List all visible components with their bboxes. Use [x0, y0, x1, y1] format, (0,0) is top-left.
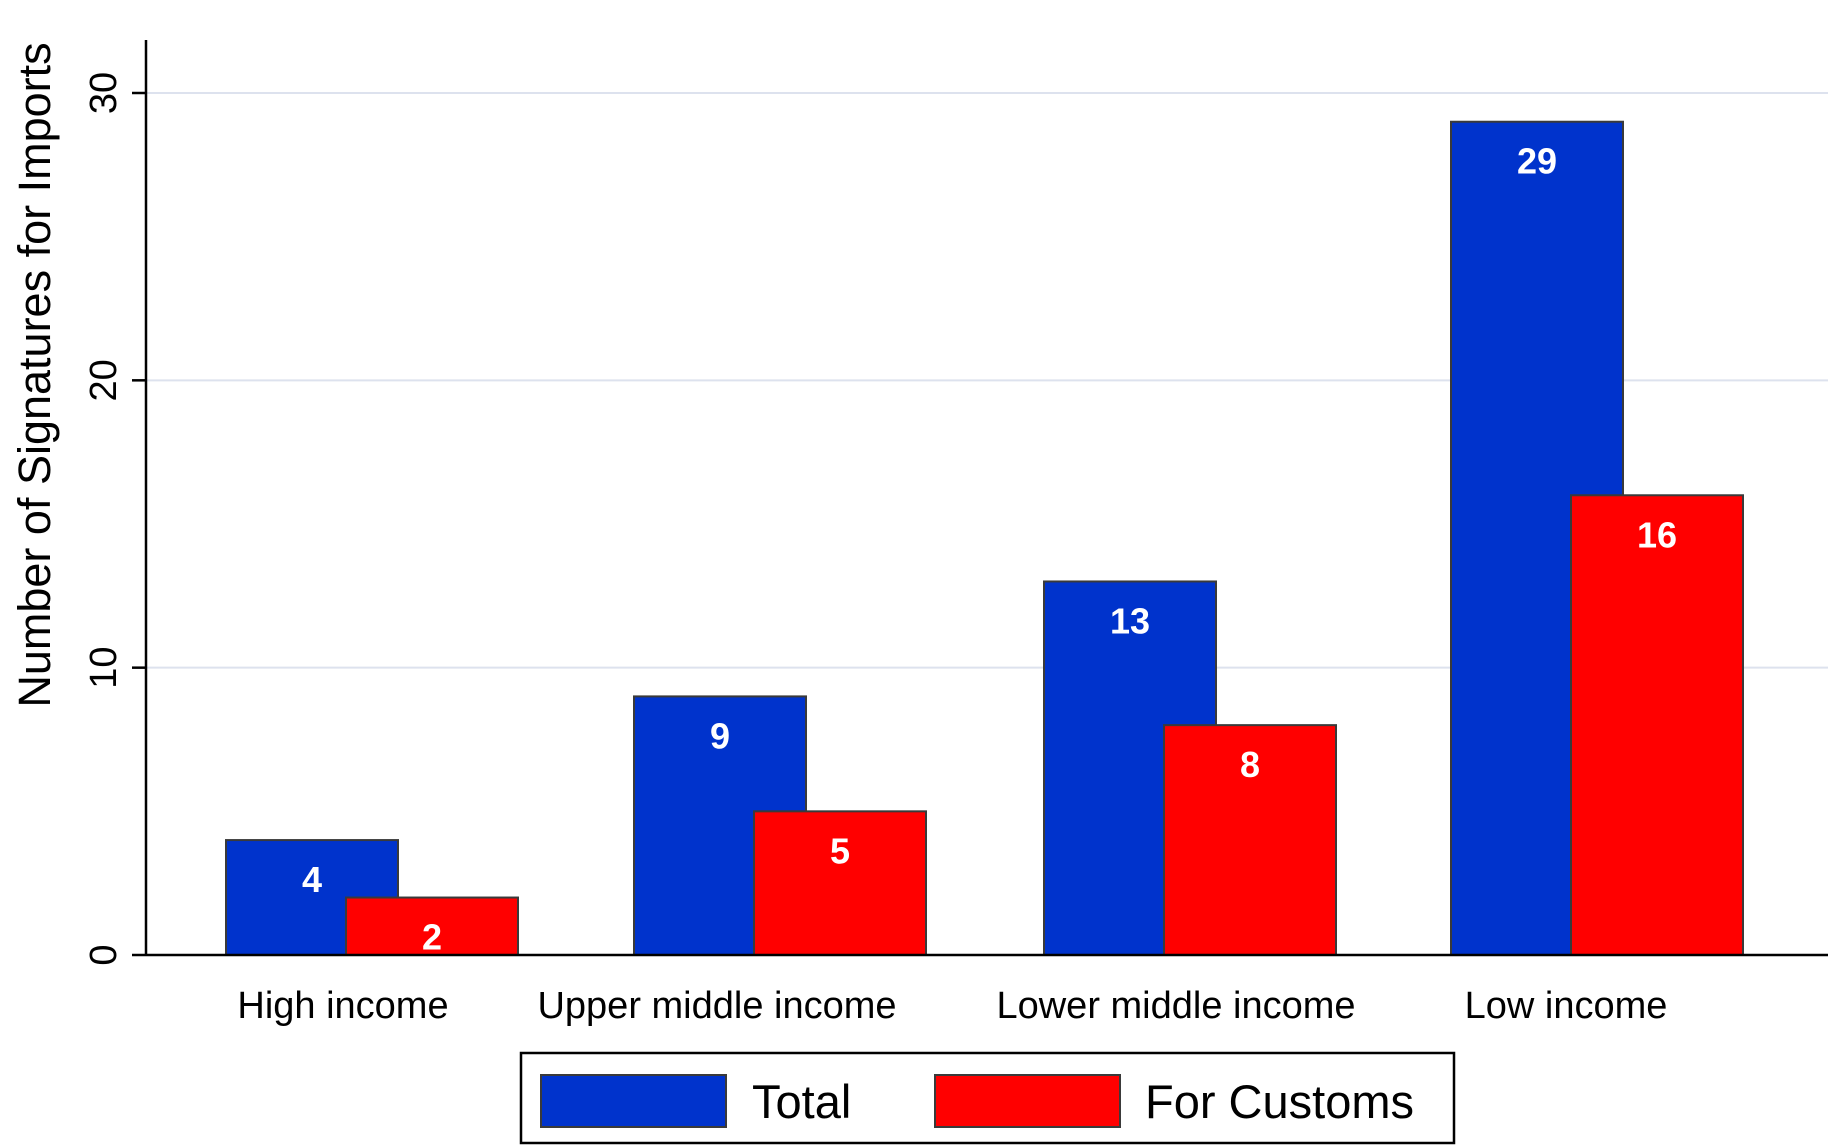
bar-value-label: 29 [1517, 141, 1557, 182]
bar-value-label: 9 [710, 715, 730, 756]
legend: Total For Customs [519, 1051, 1456, 1145]
category-label: Upper middle income [537, 985, 896, 1027]
category-label: Lower middle income [996, 985, 1355, 1027]
category-label: Low income [1465, 985, 1668, 1027]
axes [144, 40, 1828, 957]
y-tick-label: 30 [83, 72, 125, 114]
category-labels: High income Upper middle income Lower midd… [237, 985, 1667, 1027]
bar-value-label: 5 [830, 830, 850, 871]
legend-swatch-total [540, 1074, 727, 1128]
bar-value-label: 13 [1110, 600, 1150, 641]
legend-swatch-customs [934, 1074, 1121, 1128]
bar-customs-1 [345, 896, 519, 956]
bar-value-label: 4 [302, 859, 322, 900]
bar-value-label: 8 [1240, 744, 1260, 785]
y-tick-label: 0 [83, 944, 125, 965]
y-ticks: 0 10 20 30 [83, 72, 146, 966]
y-tick-label: 10 [83, 647, 125, 689]
y-axis-title: Number of Signatures for Imports [9, 42, 60, 707]
category-label: High income [237, 985, 448, 1027]
bar-customs-4 [1570, 494, 1744, 956]
y-tick-label: 20 [83, 359, 125, 401]
bar-value-label: 2 [422, 917, 442, 958]
bar-value-label: 16 [1637, 514, 1677, 555]
legend-label: For Customs [1145, 1075, 1414, 1128]
legend-label: Total [752, 1075, 851, 1128]
